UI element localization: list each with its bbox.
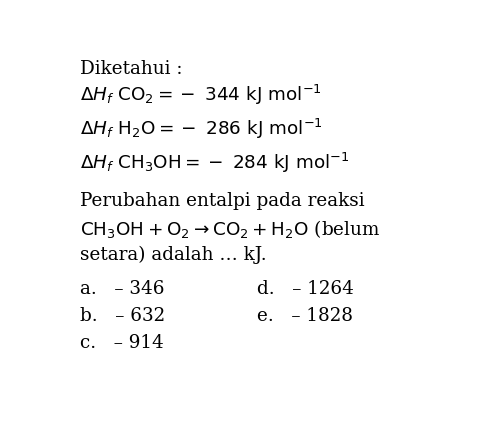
Text: setara) adalah … kJ.: setara) adalah … kJ. <box>80 245 266 264</box>
Text: d.   – 1264: d. – 1264 <box>257 280 353 298</box>
Text: e.   – 1828: e. – 1828 <box>257 307 353 325</box>
Text: $\Delta H_{f}\ \mathrm{CH_3OH} = -\ 284\ \mathrm{kJ\ mol^{-1}}$: $\Delta H_{f}\ \mathrm{CH_3OH} = -\ 284\… <box>80 150 349 175</box>
Text: $\Delta H_{f}\ \mathrm{H_2O} = -\ 286\ \mathrm{kJ\ mol^{-1}}$: $\Delta H_{f}\ \mathrm{H_2O} = -\ 286\ \… <box>80 117 322 141</box>
Text: b.   – 632: b. – 632 <box>80 307 165 325</box>
Text: $\Delta H_{f}\ \mathrm{CO_2} = -\ 344\ \mathrm{kJ\ mol^{-1}}$: $\Delta H_{f}\ \mathrm{CO_2} = -\ 344\ \… <box>80 83 321 107</box>
Text: Diketahui :: Diketahui : <box>80 60 182 78</box>
Text: c.   – 914: c. – 914 <box>80 334 163 352</box>
Text: a.   – 346: a. – 346 <box>80 280 164 298</box>
Text: Perubahan entalpi pada reaksi: Perubahan entalpi pada reaksi <box>80 192 364 210</box>
Text: $\mathrm{CH_3OH + O_2 \rightarrow CO_2 + H_2O}$ (belum: $\mathrm{CH_3OH + O_2 \rightarrow CO_2 +… <box>80 218 380 241</box>
